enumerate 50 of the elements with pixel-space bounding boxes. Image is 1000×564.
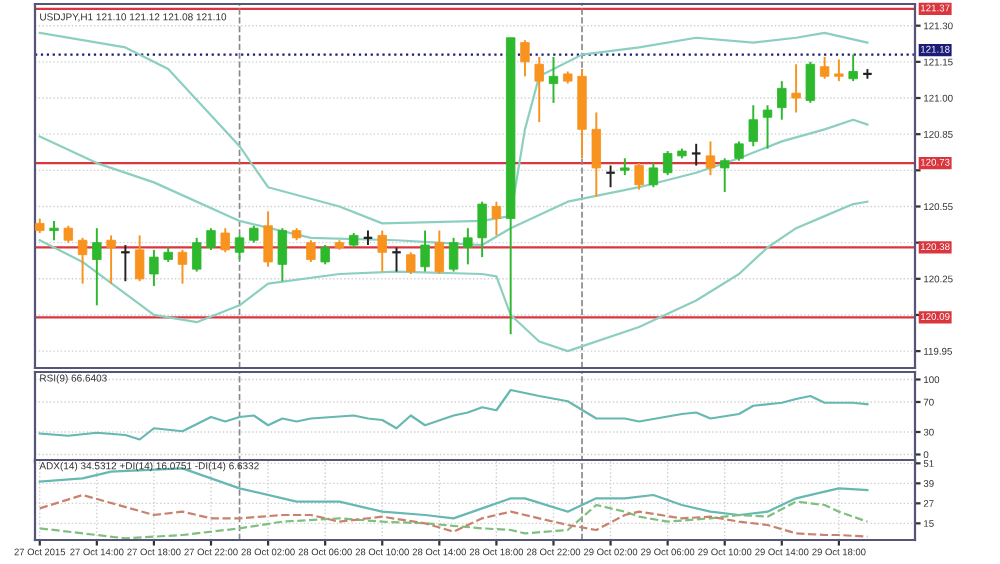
candlestick: [177, 248, 188, 285]
candlestick: [805, 60, 816, 104]
candlestick: [320, 244, 330, 266]
candlestick: [548, 56, 559, 104]
candlestick: [463, 227, 473, 266]
candlestick: [819, 56, 830, 80]
candlestick: [106, 234, 116, 285]
candlestick: [705, 140, 716, 177]
candlestick: [648, 162, 659, 189]
candlestick: [591, 111, 601, 198]
candlestick: [791, 63, 801, 114]
candlestick: [634, 162, 644, 191]
candlestick: [690, 142, 702, 167]
candlestick: [149, 248, 159, 288]
candlestick: [534, 56, 544, 124]
line-series: [38, 500, 869, 540]
candlestick: [92, 227, 102, 307]
candlestick: [520, 39, 530, 78]
candlestick: [477, 200, 487, 259]
candlestick: [306, 239, 316, 263]
candlestick: [762, 104, 773, 150]
line-series: [38, 388, 869, 441]
candlestick: [206, 227, 216, 251]
candlestick: [491, 200, 502, 237]
candlestick: [391, 246, 402, 273]
candlestick: [377, 229, 387, 273]
candlestick: [220, 227, 230, 254]
candlestick: [748, 104, 758, 148]
line-series: [38, 118, 869, 247]
candlestick: [777, 80, 787, 121]
candlestick: [605, 164, 616, 189]
candlestick: [834, 58, 844, 83]
candlestick: [192, 236, 202, 273]
candlestick: [234, 234, 245, 261]
line-series: [38, 493, 869, 538]
candlestick: [49, 219, 59, 242]
candlestick: [277, 227, 288, 283]
candlestick: [448, 236, 459, 273]
candlestick: [662, 150, 673, 177]
candlestick: [406, 251, 416, 275]
candlestick: [734, 140, 744, 162]
candlestick: [848, 53, 858, 83]
candlestick: [420, 229, 430, 273]
candlestick: [119, 244, 131, 283]
line-series: [38, 200, 869, 353]
candlestick: [720, 157, 730, 193]
candlestick: [263, 210, 273, 268]
candlestick: [77, 236, 88, 285]
candlestick: [434, 229, 445, 275]
candlestick: [134, 234, 145, 283]
